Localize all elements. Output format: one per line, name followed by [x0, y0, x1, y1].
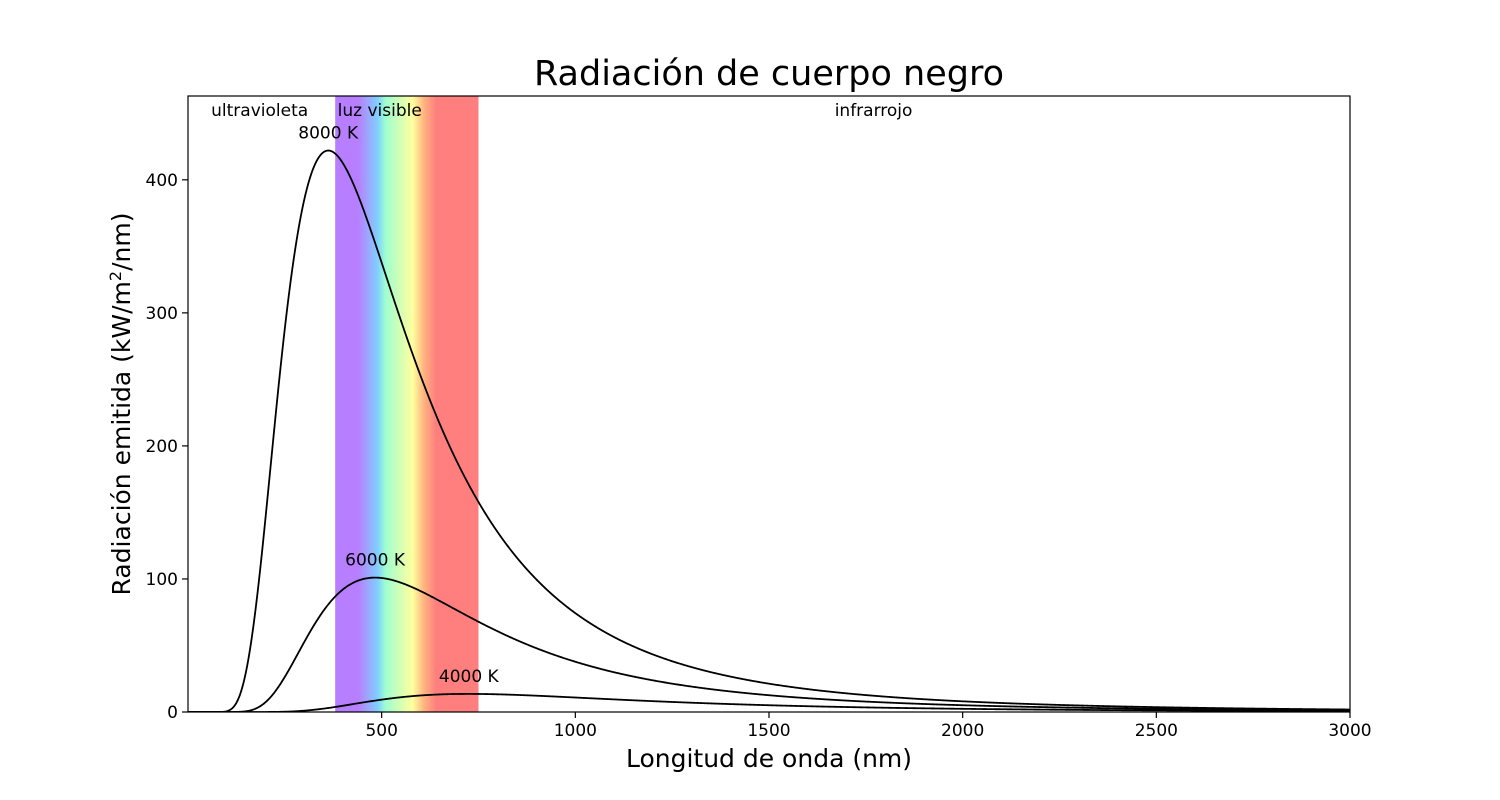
- curve-label-6000k: 6000 K: [345, 551, 406, 571]
- y-tick-label-100: 100: [146, 570, 178, 590]
- curve-label-4000k: 4000 K: [439, 667, 500, 687]
- x-tick-label-3000: 3000: [1328, 721, 1371, 741]
- y-axis-label-sup: 2: [106, 271, 125, 281]
- region-labels: ultravioleta luz visible infrarrojo: [211, 101, 912, 121]
- region-label-2: infrarrojo: [835, 101, 913, 121]
- x-tick-label-1500: 1500: [747, 721, 790, 741]
- y-tick-label-200: 200: [146, 437, 178, 457]
- curves-group: [188, 149, 1350, 712]
- x-tick-label-1000: 1000: [554, 721, 597, 741]
- y-tick-label-400: 400: [146, 171, 178, 191]
- y-axis-label-main: Radiación emitida (kW/m: [107, 281, 136, 595]
- y-axis-label-tail: /nm): [107, 213, 136, 271]
- region-label-0: ultravioleta: [211, 101, 308, 121]
- y-tick-label-0: 0: [167, 703, 178, 723]
- x-tick-label-500: 500: [365, 721, 397, 741]
- curve-6000k: [188, 576, 1350, 712]
- x-axis-ticks: 500 1000 1500 2000 2500 3000: [365, 712, 1372, 741]
- x-axis-label: Longitud de onda (nm): [626, 744, 912, 773]
- curve-8000k: [188, 149, 1350, 712]
- curve-labels: 8000 K 6000 K 4000 K: [298, 124, 499, 687]
- y-tick-label-300: 300: [146, 304, 178, 324]
- visible-band: [335, 96, 479, 712]
- curve-label-8000k: 8000 K: [298, 124, 359, 144]
- x-tick-label-2000: 2000: [941, 721, 984, 741]
- y-axis-label: Radiación emitida (kW/m2/nm): [106, 213, 137, 596]
- x-tick-label-2500: 2500: [1135, 721, 1178, 741]
- region-label-1: luz visible: [338, 101, 422, 121]
- chart-title: Radiación de cuerpo negro: [534, 54, 1004, 94]
- y-axis-ticks: 0 100 200 300 400: [146, 171, 188, 723]
- curve-4000k: [188, 693, 1350, 712]
